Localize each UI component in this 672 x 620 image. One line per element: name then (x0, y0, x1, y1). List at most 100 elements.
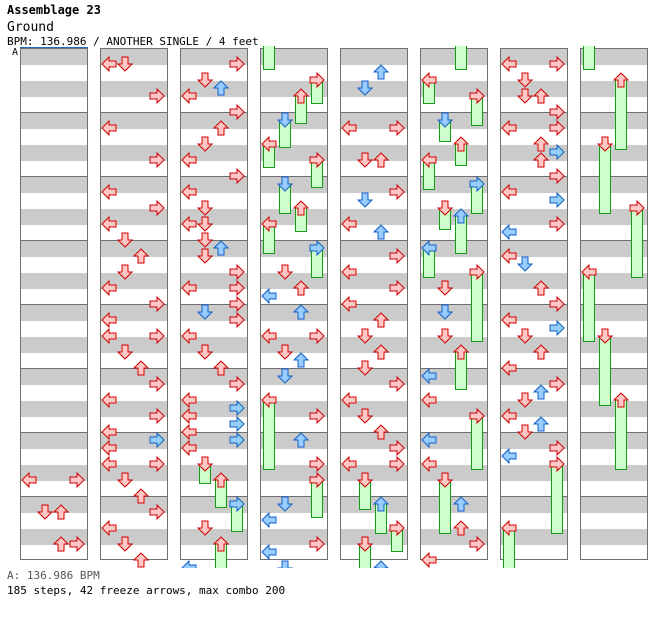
measure-line (501, 240, 567, 241)
right-arrow-icon (309, 152, 325, 168)
measure-line (341, 496, 407, 497)
measure-line (341, 368, 407, 369)
freeze-arrow-left (263, 400, 275, 471)
left-arrow-icon (261, 544, 277, 560)
left-arrow-icon (501, 408, 517, 424)
left-arrow-icon (181, 408, 197, 424)
right-arrow-icon (389, 120, 405, 136)
left-arrow-icon (581, 264, 597, 280)
up-arrow-icon (373, 560, 389, 568)
right-arrow-icon (149, 408, 165, 424)
down-arrow-icon (277, 112, 293, 128)
down-arrow-icon (357, 408, 373, 424)
up-arrow-icon (133, 552, 149, 568)
left-arrow-icon (421, 456, 437, 472)
freeze-arrow-down (439, 208, 451, 231)
right-arrow-icon (309, 536, 325, 552)
measure-line (581, 368, 647, 369)
down-arrow-icon (437, 280, 453, 296)
left-arrow-icon (101, 56, 117, 72)
bpm-marker-label: A (12, 47, 19, 58)
measure-line (421, 240, 487, 241)
left-arrow-icon (501, 56, 517, 72)
left-arrow-icon (261, 216, 277, 232)
measure-line (581, 240, 647, 241)
right-arrow-icon (149, 504, 165, 520)
measure-line (261, 368, 327, 369)
measure-line (21, 304, 87, 305)
down-arrow-icon (357, 152, 373, 168)
down-arrow-icon (357, 536, 373, 552)
up-arrow-icon (293, 200, 309, 216)
up-arrow-icon (533, 344, 549, 360)
measure-line (21, 496, 87, 497)
freeze-arrow-down (199, 464, 211, 484)
left-arrow-icon (501, 360, 517, 376)
measure-line (181, 176, 247, 177)
down-arrow-icon (117, 344, 133, 360)
right-arrow-icon (389, 184, 405, 200)
up-arrow-icon (373, 344, 389, 360)
measure-line (501, 176, 567, 177)
measure-line (501, 496, 567, 497)
up-arrow-icon (53, 536, 69, 552)
freeze-arrow-up (455, 46, 467, 71)
right-arrow-icon (389, 248, 405, 264)
song-artist: Assemblage 23 (7, 3, 101, 17)
right-arrow-icon (469, 176, 485, 192)
down-arrow-icon (437, 472, 453, 488)
measure-line (181, 432, 247, 433)
song-title: Ground (7, 20, 54, 35)
down-arrow-icon (357, 192, 373, 208)
down-arrow-icon (357, 472, 373, 488)
right-arrow-icon (229, 168, 245, 184)
down-arrow-icon (597, 136, 613, 152)
right-arrow-icon (229, 376, 245, 392)
right-arrow-icon (309, 408, 325, 424)
up-arrow-icon (373, 64, 389, 80)
down-arrow-icon (277, 368, 293, 384)
up-arrow-icon (213, 120, 229, 136)
right-arrow-icon (549, 376, 565, 392)
left-arrow-icon (341, 392, 357, 408)
freeze-arrow-left (263, 46, 275, 71)
freeze-arrow-down (359, 480, 371, 511)
up-arrow-icon (293, 88, 309, 104)
freeze-arrow-right (231, 504, 243, 532)
freeze-arrow-left (423, 160, 435, 191)
left-arrow-icon (501, 248, 517, 264)
freeze-arrow-right (471, 416, 483, 471)
left-arrow-icon (101, 440, 117, 456)
up-arrow-icon (453, 136, 469, 152)
down-arrow-icon (437, 328, 453, 344)
freeze-arrow-right (311, 160, 323, 188)
right-arrow-icon (149, 376, 165, 392)
down-arrow-icon (197, 248, 213, 264)
down-arrow-icon (517, 88, 533, 104)
up-arrow-icon (213, 240, 229, 256)
down-arrow-icon (517, 424, 533, 440)
left-arrow-icon (261, 288, 277, 304)
up-arrow-icon (373, 152, 389, 168)
right-arrow-icon (149, 152, 165, 168)
up-arrow-icon (533, 384, 549, 400)
measure-line (261, 112, 327, 113)
left-arrow-icon (181, 328, 197, 344)
up-arrow-icon (293, 352, 309, 368)
measure-line (501, 368, 567, 369)
down-arrow-icon (117, 56, 133, 72)
freeze-arrow-right (311, 80, 323, 104)
measure-line (181, 304, 247, 305)
down-arrow-icon (197, 72, 213, 88)
measure-line (101, 432, 167, 433)
freeze-arrow-right (471, 272, 483, 343)
freeze-arrow-up (615, 80, 627, 151)
left-arrow-icon (501, 120, 517, 136)
down-arrow-icon (197, 304, 213, 320)
freeze-arrow-down (599, 144, 611, 215)
left-arrow-icon (341, 456, 357, 472)
left-arrow-icon (181, 424, 197, 440)
left-arrow-icon (101, 392, 117, 408)
measure-line (101, 176, 167, 177)
left-arrow-icon (101, 312, 117, 328)
